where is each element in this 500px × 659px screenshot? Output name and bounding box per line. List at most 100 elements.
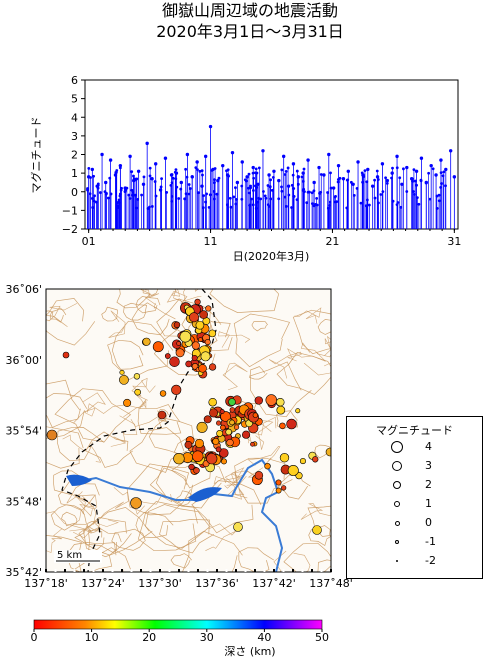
mag-point [108, 158, 113, 162]
epicenter [275, 479, 282, 486]
map-frame-tick [64, 569, 66, 572]
mag-point [225, 169, 228, 173]
epicenter [196, 421, 208, 433]
epicenter [312, 525, 322, 535]
mag-point [160, 177, 163, 181]
mag-point [322, 173, 326, 177]
mag-point [174, 171, 179, 175]
mag-point [331, 186, 336, 190]
contour-line [61, 511, 78, 527]
epicenter [279, 453, 290, 463]
contour-line [46, 511, 92, 539]
legend-title: マグニチュード [376, 424, 453, 437]
contour-line [46, 379, 85, 439]
contour-line [131, 302, 176, 336]
epicenter [173, 452, 185, 465]
epicenter [194, 298, 201, 306]
epicenter [233, 424, 240, 430]
mag-y-ticks: 6 5 4 3 2 1 0 −1 −2 [62, 74, 85, 236]
map-lat-label: 36˚06' [5, 283, 42, 296]
map-frame-tick [102, 569, 104, 572]
mag-point [135, 206, 139, 210]
mag-point [268, 185, 272, 189]
mag-point [207, 205, 211, 209]
mag-point [269, 178, 273, 182]
mag-point [261, 149, 265, 153]
colorbar-tick-label: 20 [142, 631, 156, 644]
mag-point [257, 196, 260, 200]
contour-line [283, 542, 331, 572]
epicenter [220, 458, 227, 465]
contour-line [50, 504, 87, 531]
mag-point [235, 180, 240, 185]
map-lat-label: 35˚48' [5, 495, 42, 508]
mag-point [195, 160, 199, 164]
mag-point [319, 173, 323, 176]
mag-point [326, 206, 330, 210]
epicenter [241, 430, 251, 439]
mag-point [412, 168, 416, 172]
mag-point [302, 167, 306, 171]
mag-point [296, 175, 301, 179]
mag-point [424, 180, 429, 185]
epicenter [46, 429, 58, 441]
mag-point [280, 168, 284, 172]
mag-point [346, 169, 350, 173]
mag-point [419, 178, 423, 182]
map-lat-label: 35˚42' [5, 566, 42, 579]
mag-point [187, 183, 191, 186]
contour-line [303, 362, 331, 376]
mag-point [128, 154, 132, 159]
mag-point [263, 194, 267, 198]
magnitude-legend: マグニチュード 4 3 2 1 0 -1 -2 [346, 416, 483, 579]
contour-line [110, 415, 138, 447]
mag-point [312, 180, 316, 185]
scale-bar-label: 5 km [57, 550, 82, 561]
mag-point [429, 163, 433, 168]
contour-line [148, 418, 194, 455]
map-frame-tick [178, 569, 180, 572]
epicenter [179, 330, 192, 343]
mag-point [306, 158, 310, 162]
epicenter [208, 329, 217, 338]
contour-line [247, 445, 281, 466]
mag-point [130, 193, 134, 197]
mag-point [148, 174, 152, 178]
colorbar-tick-label: 0 [31, 631, 38, 644]
mag-point [169, 173, 174, 177]
epicenter [142, 337, 151, 346]
mag-point [391, 166, 394, 170]
epicenter [119, 374, 129, 385]
contour-line [86, 399, 147, 414]
legend-symbol [396, 560, 398, 562]
mag-point [359, 201, 363, 205]
legend-symbol [391, 441, 403, 453]
contour-line [53, 470, 84, 496]
mag-point [194, 166, 198, 169]
epicenter [62, 351, 70, 359]
mag-point [255, 171, 259, 175]
mag-point [305, 201, 309, 205]
mag-point [203, 154, 208, 159]
mag-point [251, 165, 255, 170]
contour-line [292, 309, 331, 355]
mag-point [104, 192, 108, 196]
contour-line [46, 535, 82, 572]
mag-point [326, 191, 329, 194]
mag-point [234, 202, 238, 206]
epicenter [176, 341, 181, 346]
mag-point [373, 196, 377, 200]
contour-line [238, 547, 274, 572]
contour-line [294, 307, 322, 324]
mag-point [150, 177, 154, 181]
epicenter [198, 337, 203, 343]
contour-line [249, 366, 268, 380]
legend-row: 1 [347, 496, 482, 514]
mag-point [123, 186, 127, 190]
mag-point [130, 170, 134, 174]
contour-line [88, 527, 122, 556]
mag-point [221, 163, 225, 168]
contour-line [101, 306, 118, 322]
mag-point [419, 156, 424, 160]
map-frame-tick [168, 569, 171, 572]
